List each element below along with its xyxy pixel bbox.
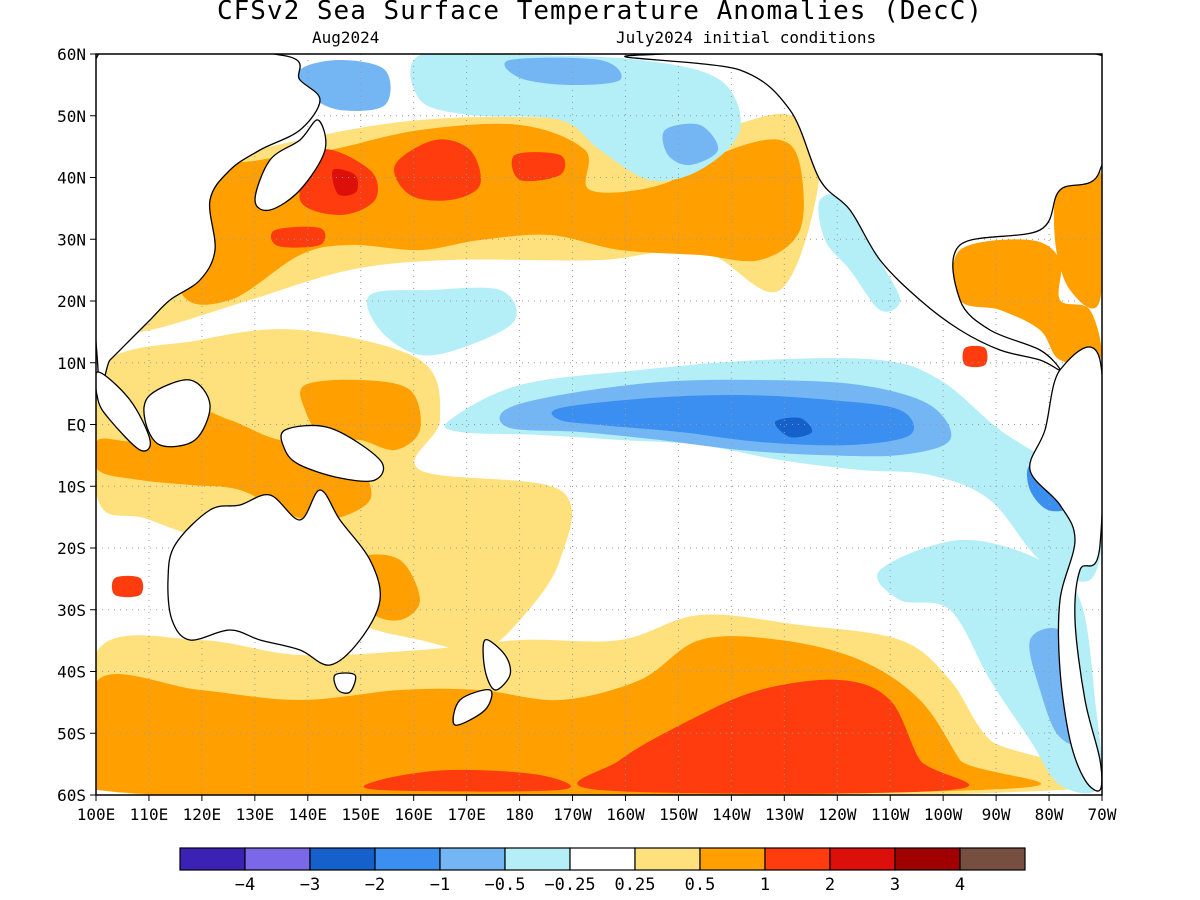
longitude-labels: 100E 110E 120E 130E 140E 150E 160E 170E 180 170W 1… — [77, 795, 1117, 824]
lat-label: 10N — [57, 354, 86, 373]
lon-label: 150E — [341, 805, 380, 824]
colorbar-swatch — [894, 847, 961, 871]
land-tasmania — [333, 672, 357, 694]
anomaly-alaska-cool — [410, 54, 741, 181]
land-borneo — [143, 379, 211, 448]
lon-label: 110E — [130, 805, 169, 824]
colorbar: −4 −3 −2 −1 −0.5 −0.25 0.25 0.5 1 2 3 4 — [179, 847, 1026, 895]
anomaly-enso-cool-strong — [551, 394, 915, 446]
lat-label: 20S — [57, 539, 86, 558]
colorbar-swatch — [179, 847, 246, 871]
lon-label: 130E — [236, 805, 275, 824]
anomaly-gulf-alaska-mid — [662, 123, 719, 166]
lon-label: 170W — [553, 805, 592, 824]
colorbar-label: −3 — [300, 875, 320, 895]
land-japan — [254, 119, 327, 212]
lat-label: 20N — [57, 292, 86, 311]
lat-label: 50S — [57, 724, 86, 743]
lon-label: 180 — [505, 805, 534, 824]
colorbar-label: −2 — [365, 875, 385, 895]
colorbar-label: 2 — [825, 875, 835, 895]
colorbar-swatch — [309, 847, 376, 871]
lon-label: 100W — [924, 805, 963, 824]
initial-conditions-label: July2024 initial conditions — [616, 28, 877, 47]
land-masses — [96, 54, 1102, 792]
anomaly-chile-cool — [877, 539, 1102, 794]
forecast-month: Aug2024 — [312, 28, 380, 47]
lon-label: 120W — [818, 805, 857, 824]
lat-label: 40S — [57, 663, 86, 682]
lat-label: 10S — [57, 477, 86, 496]
lat-label: 60N — [57, 45, 86, 64]
lon-label: 110W — [871, 805, 910, 824]
latitude-labels: 60N 50N 40N 30N 20N 10N EQ 10S 20S 30S 40S 50S 60S — [57, 45, 96, 805]
colorbar-swatch — [764, 847, 831, 871]
colorbar-swatch — [699, 847, 766, 871]
anomaly-np-red-2 — [394, 139, 481, 201]
land-north-america — [624, 54, 1102, 371]
lon-label: 80W — [1035, 805, 1064, 824]
colorbar-label: −1 — [430, 875, 450, 895]
anomaly-bering-cool — [298, 60, 391, 111]
colorbar-label: −4 — [235, 875, 255, 895]
colorbar-label: 1 — [760, 875, 770, 895]
colorbar-swatch — [634, 847, 701, 871]
anomaly-pacific-mexico-red — [962, 345, 988, 368]
land-new-zealand-s — [452, 689, 493, 726]
lat-label: 40N — [57, 169, 86, 188]
lon-label: 130W — [765, 805, 804, 824]
colorbar-swatch — [569, 847, 636, 871]
anomaly-np-red-4 — [270, 226, 326, 248]
anomaly-alaska-cool-mid — [504, 57, 622, 86]
colorbar-label: 0.25 — [615, 875, 656, 895]
lat-label: 30N — [57, 230, 86, 249]
land-sumatra — [96, 371, 151, 452]
colorbar-swatch — [244, 847, 311, 871]
anomaly-np-red-3 — [511, 152, 566, 182]
land-australia — [167, 489, 381, 666]
lat-label: 30S — [57, 601, 86, 620]
land-new-zealand-n — [482, 639, 512, 691]
anomaly-central-am-orange — [952, 239, 1102, 366]
lon-label: 70W — [1088, 805, 1117, 824]
colorbar-label: 0.5 — [685, 875, 716, 895]
anomaly-fields — [96, 54, 1102, 795]
lon-label: 100E — [77, 805, 116, 824]
lon-label: 90W — [982, 805, 1011, 824]
anomaly-gulf-stream-orange — [1053, 161, 1102, 309]
lat-label: 50N — [57, 107, 86, 126]
anomaly-kuroshio-deep — [332, 168, 358, 196]
colorbar-swatch — [959, 847, 1026, 871]
lon-label: 160W — [606, 805, 645, 824]
colorbar-swatch — [374, 847, 441, 871]
lat-label: EQ — [67, 416, 86, 435]
lon-label: 170E — [447, 805, 486, 824]
lon-label: 140E — [289, 805, 328, 824]
anomaly-cal-cool — [818, 193, 900, 312]
colorbar-label: −0.5 — [485, 875, 526, 895]
anomaly-sp-red — [577, 679, 970, 794]
lon-label: 140W — [712, 805, 751, 824]
colorbar-swatch — [829, 847, 896, 871]
land-new-guinea — [280, 424, 385, 482]
lon-label: 160E — [394, 805, 433, 824]
colorbar-label: −0.25 — [544, 875, 595, 895]
colorbar-label: 4 — [955, 875, 965, 895]
lon-label: 150W — [659, 805, 698, 824]
map-title: CFSv2 Sea Surface Temperature Anomalies … — [216, 0, 984, 26]
colorbar-swatch — [439, 847, 506, 871]
anomaly-w-aus-red — [111, 575, 144, 598]
lon-label: 120E — [183, 805, 222, 824]
lat-label: 60S — [57, 786, 86, 805]
colorbar-swatch — [504, 847, 571, 871]
anomaly-hawaii-cool — [366, 287, 517, 356]
colorbar-label: 3 — [890, 875, 900, 895]
land-south-america — [1029, 346, 1102, 792]
